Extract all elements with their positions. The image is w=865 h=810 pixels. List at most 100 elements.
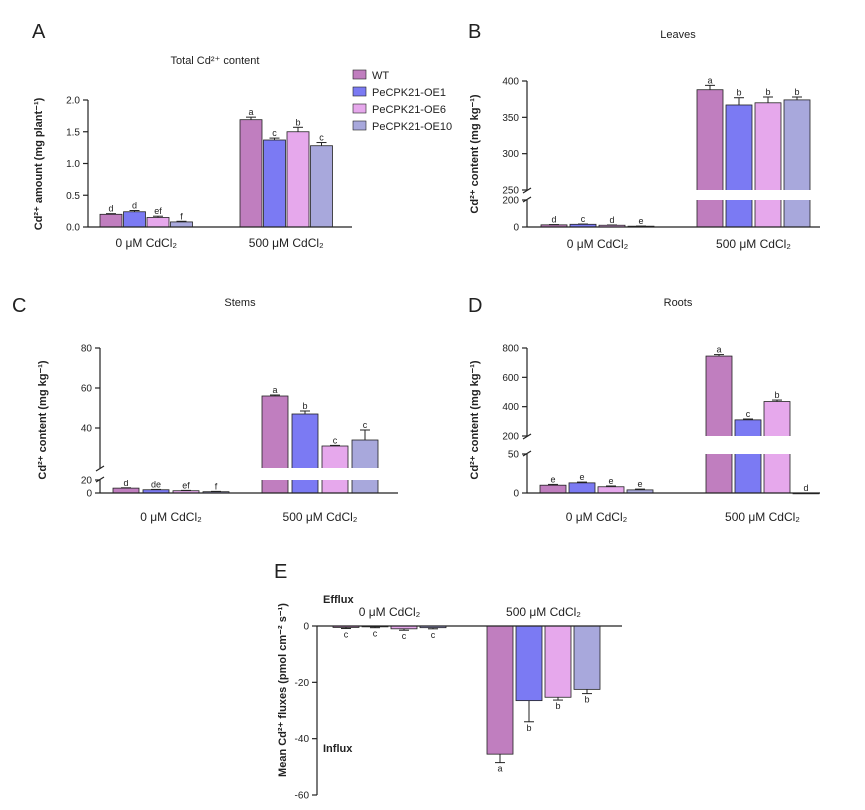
chart-e-bar <box>573 625 601 690</box>
chart-c-sig-letter: a <box>272 385 277 395</box>
chart-d: e a e c e b e d 0 50 200 400 600 800 0 μM CdCl₂ 500 μM … <box>502 344 821 524</box>
legend-swatch-oe10 <box>352 120 367 131</box>
chart-a-sig-letter: d <box>132 200 137 210</box>
efflux-label: Efflux <box>323 594 354 606</box>
chart-a-title: Total Cd²⁺ content <box>171 55 260 67</box>
legend-swatch-wt <box>352 69 367 80</box>
chart-c-ylabel: Cd²⁺ content (mg kg⁻¹) <box>37 360 49 479</box>
legend-swatch-oe1 <box>352 86 367 97</box>
chart-e-y-tick-label: -20 <box>295 678 310 689</box>
chart-e-sig-letter: b <box>584 695 589 705</box>
chart-c-title: Stems <box>224 297 256 309</box>
chart-d-bar <box>705 355 733 494</box>
chart-d-title: Roots <box>664 297 693 309</box>
chart-e-category-label: 0 μM CdCl₂ <box>359 605 421 619</box>
chart-d-sig-letter: e <box>550 474 555 484</box>
chart-e-category-label: 500 μM CdCl₂ <box>506 605 581 619</box>
chart-b-category-label: 0 μM CdCl₂ <box>567 237 629 251</box>
chart-d-sig-letter: c <box>746 409 751 419</box>
chart-d-y-tick-label: 200 <box>502 432 519 443</box>
chart-d-bar <box>597 486 625 494</box>
chart-d-bar <box>734 419 762 494</box>
chart-e: c a c b c b c b 0 -20 -40 -60 0 μM CdCl₂ 500 μM CdCl₂ <box>295 605 622 802</box>
chart-e-y-tick-label: -40 <box>295 734 310 745</box>
chart-e-sig-letter: c <box>344 630 349 640</box>
chart-b-bar <box>783 99 811 228</box>
chart-b-sig-letter: d <box>609 215 614 225</box>
chart-e-sig-letter: c <box>431 630 436 640</box>
chart-a-sig-letter: d <box>108 204 113 214</box>
chart-a-sig-letter: a <box>248 107 253 117</box>
chart-d-category-label: 500 μM CdCl₂ <box>725 510 800 524</box>
chart-c-y-tick-label: 80 <box>81 344 93 355</box>
chart-a-y-tick-label: 0.0 <box>66 223 80 234</box>
chart-c-y-tick-label: 40 <box>81 424 93 435</box>
chart-d-ylabel: Cd²⁺ content (mg kg⁻¹) <box>469 360 481 479</box>
panel-label-d: D <box>468 295 482 317</box>
chart-a-bar <box>286 131 310 228</box>
chart-c-category-label: 500 μM CdCl₂ <box>283 510 358 524</box>
chart-d-sig-letter: e <box>579 472 584 482</box>
chart-c-sig-letter: b <box>302 401 307 411</box>
chart-a-bar <box>123 211 146 228</box>
chart-b-y-tick-label: 200 <box>502 196 519 207</box>
legend-swatch-oe6 <box>352 103 367 114</box>
chart-e-sig-letter: b <box>526 723 531 733</box>
chart-b-sig-letter: b <box>794 87 799 97</box>
legend-label-wt: WT <box>372 70 389 82</box>
chart-a-category-label: 500 μM CdCl₂ <box>249 236 324 250</box>
chart-c-category-label: 0 μM CdCl₂ <box>140 510 202 524</box>
chart-c: d a de b ef c f c 0 20 40 60 80 0 μM CdCl₂ 500 μM CdCl… <box>81 344 399 524</box>
chart-e-sig-letter: c <box>402 631 407 641</box>
chart-a-sig-letter: c <box>319 133 324 143</box>
legend-label-oe1: PeCPK21-OE1 <box>372 87 446 99</box>
chart-c-bar <box>291 413 319 494</box>
panel-label-c: C <box>12 295 26 317</box>
chart-b-category-label: 500 μM CdCl₂ <box>716 237 791 251</box>
chart-a-sig-letter: ef <box>154 206 162 216</box>
chart-b-sig-letter: b <box>765 87 770 97</box>
chart-b-sig-letter: a <box>707 75 712 85</box>
chart-c-break-mark <box>95 465 105 472</box>
chart-b-bar <box>754 102 782 228</box>
chart-c-sig-letter: f <box>215 481 218 491</box>
chart-d-y-tick-label: 400 <box>502 402 519 413</box>
chart-a-bar <box>263 139 286 228</box>
panel-label-a: A <box>32 21 46 43</box>
chart-d-category-label: 0 μM CdCl₂ <box>566 510 628 524</box>
chart-c-y-tick-label: 60 <box>81 384 93 395</box>
chart-e-y-tick-label: 0 <box>303 622 309 633</box>
chart-d-axis-break-band <box>528 436 821 454</box>
chart-e-y-tick-label: -60 <box>295 791 310 802</box>
panel-label-b: B <box>468 21 481 43</box>
chart-d-sig-letter: e <box>608 476 613 486</box>
chart-d-bar <box>568 482 596 494</box>
chart-a-category-label: 0 μM CdCl₂ <box>115 236 177 250</box>
chart-d-y-tick-label: 0 <box>513 489 519 500</box>
chart-b-y-tick-label: 250 <box>502 186 519 197</box>
chart-a-y-tick-label: 1.0 <box>66 159 80 170</box>
chart-a-y-tick-label: 1.5 <box>66 127 80 138</box>
chart-a-y-tick-label: 2.0 <box>66 96 80 107</box>
chart-e-bar <box>486 625 514 755</box>
chart-a-bar <box>99 213 123 228</box>
chart-b-y-tick-label: 400 <box>502 77 519 88</box>
chart-c-sig-letter: d <box>123 478 128 488</box>
chart-a-bar <box>146 217 170 228</box>
chart-c-y-tick-label: 0 <box>86 489 92 500</box>
influx-label: Influx <box>323 743 353 755</box>
chart-d-sig-letter: b <box>774 390 779 400</box>
chart-b-sig-letter: c <box>581 214 586 224</box>
legend-label-oe10: PeCPK21-OE10 <box>372 121 452 133</box>
panel-label-e: E <box>274 561 287 583</box>
chart-a-sig-letter: c <box>272 128 277 138</box>
chart-d-sig-letter: e <box>637 479 642 489</box>
chart-a-bar <box>310 145 333 228</box>
chart-a-ylabel: Cd²⁺ amount (mg plant⁻¹) <box>33 97 45 230</box>
chart-d-sig-letter: a <box>716 345 721 355</box>
chart-d-y-tick-label: 600 <box>502 373 519 384</box>
chart-b-sig-letter: e <box>638 216 643 226</box>
chart-c-sig-letter: c <box>363 420 368 430</box>
